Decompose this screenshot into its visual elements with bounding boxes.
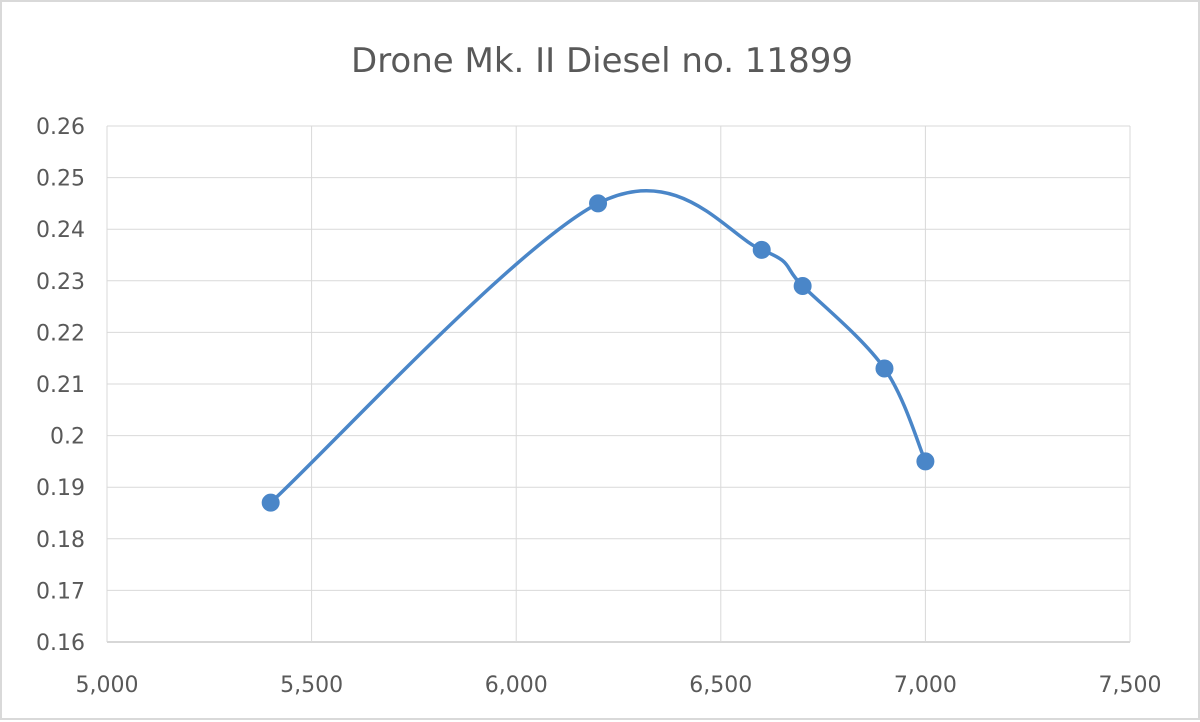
x-tick-label: 6,000	[485, 673, 548, 698]
y-tick-label: 0.24	[36, 218, 85, 243]
x-tick-label: 7,500	[1099, 673, 1162, 698]
series-layer	[261, 188, 935, 512]
y-tick-label: 0.26	[36, 115, 85, 140]
grid-layer	[106, 125, 1131, 643]
y-tick-label: 0.16	[36, 631, 85, 656]
y-tick-label: 0.23	[36, 270, 85, 295]
tick-layer: 0.16 0.17 0.18 0.19 0.2 0.21 0.22 0.23 0.24 0.25 0…	[36, 115, 1161, 698]
series-line	[268, 188, 928, 505]
data-point	[589, 194, 608, 213]
x-tick-label: 5,000	[76, 673, 139, 698]
x-tick-label: 6,500	[689, 673, 752, 698]
y-tick-label: 0.2	[50, 425, 85, 450]
x-tick-label: 7,000	[894, 673, 957, 698]
y-tick-label: 0.22	[36, 321, 85, 346]
y-tick-label: 0.25	[36, 167, 85, 192]
y-tick-label: 0.21	[36, 373, 85, 398]
chart-title: Drone Mk. II Diesel no. 11899	[351, 41, 853, 81]
y-tick-label: 0.18	[36, 528, 85, 553]
y-tick-label: 0.17	[36, 579, 85, 604]
data-point	[793, 276, 812, 295]
x-tick-label: 5,500	[280, 673, 343, 698]
data-point	[916, 452, 935, 471]
data-point	[752, 240, 771, 259]
y-tick-label: 0.19	[36, 476, 85, 501]
data-point	[261, 493, 280, 512]
data-point	[875, 359, 894, 378]
